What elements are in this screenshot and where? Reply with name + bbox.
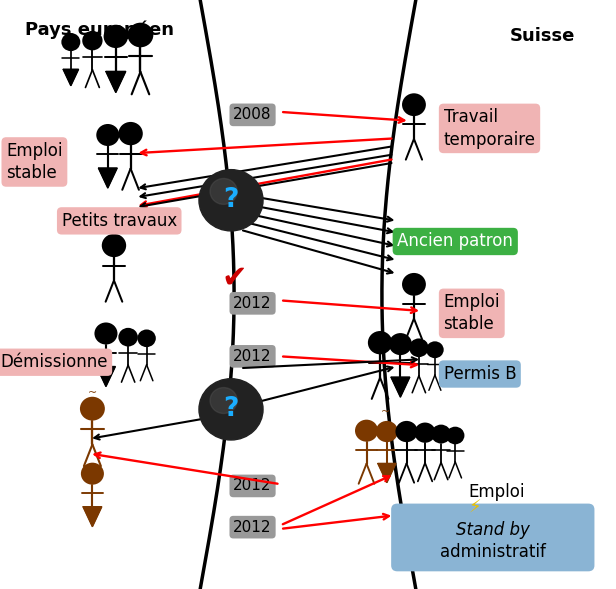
Circle shape [376, 421, 398, 442]
Text: ~: ~ [380, 408, 390, 417]
Polygon shape [83, 507, 102, 527]
Text: ~: ~ [87, 389, 97, 398]
Text: Stand by: Stand by [456, 521, 530, 539]
Circle shape [210, 388, 237, 413]
Text: Emploi
stable: Emploi stable [444, 293, 500, 333]
Circle shape [103, 25, 128, 48]
Circle shape [81, 463, 104, 485]
Text: Suisse: Suisse [509, 27, 575, 45]
Circle shape [389, 333, 412, 355]
Circle shape [128, 22, 153, 47]
Circle shape [210, 178, 237, 204]
Text: 2008: 2008 [233, 107, 272, 123]
Circle shape [431, 425, 451, 444]
Circle shape [402, 273, 426, 296]
Circle shape [409, 339, 429, 357]
Circle shape [199, 379, 263, 440]
Circle shape [82, 31, 102, 51]
Text: ✔: ✔ [221, 263, 247, 293]
Text: 2012: 2012 [233, 296, 272, 311]
Circle shape [395, 421, 418, 442]
Polygon shape [391, 377, 410, 397]
Text: 2012: 2012 [233, 478, 272, 494]
Circle shape [94, 322, 118, 345]
Text: Ancien patron: Ancien patron [397, 233, 513, 250]
Text: 2012: 2012 [233, 349, 272, 364]
Text: ?: ? [224, 187, 238, 213]
Polygon shape [63, 70, 79, 86]
Circle shape [137, 329, 156, 347]
Circle shape [446, 426, 464, 444]
Text: Emploi: Emploi [468, 483, 525, 501]
Circle shape [199, 170, 263, 231]
Polygon shape [99, 168, 117, 188]
Text: Pays européen: Pays européen [25, 21, 174, 39]
Text: Permis B: Permis B [444, 365, 516, 383]
Circle shape [102, 234, 126, 257]
Text: Petits travaux: Petits travaux [62, 212, 177, 230]
Circle shape [426, 342, 444, 358]
FancyBboxPatch shape [391, 504, 594, 571]
Text: administratif: administratif [440, 544, 546, 561]
Text: Travail
temporaire: Travail temporaire [444, 108, 535, 148]
Circle shape [96, 124, 120, 146]
Circle shape [355, 419, 378, 442]
Text: ?: ? [224, 396, 238, 422]
Circle shape [415, 422, 436, 443]
Polygon shape [97, 366, 115, 386]
Text: 2012: 2012 [233, 519, 272, 535]
Polygon shape [378, 464, 396, 483]
Circle shape [402, 93, 426, 116]
Circle shape [62, 33, 80, 51]
Polygon shape [106, 71, 126, 92]
Text: Emploi
stable: Emploi stable [6, 142, 63, 182]
Circle shape [118, 328, 138, 346]
Circle shape [368, 331, 392, 355]
Circle shape [80, 397, 105, 421]
Text: Démissionne: Démissionne [0, 353, 108, 371]
Text: ⚡: ⚡ [468, 499, 480, 517]
Circle shape [118, 122, 143, 145]
